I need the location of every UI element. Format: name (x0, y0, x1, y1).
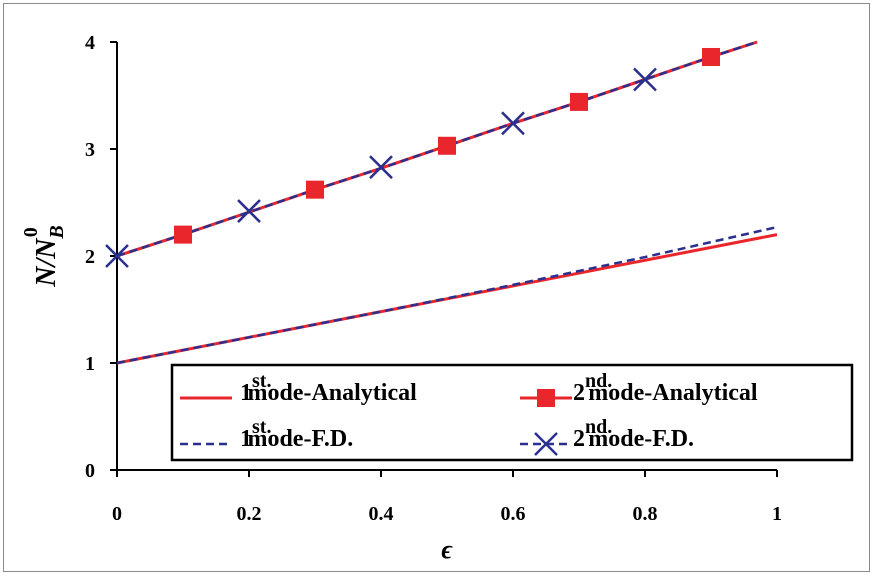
legend-x-marker-b (534, 432, 558, 456)
legend-label-text: mode-F.D. (588, 426, 694, 452)
y-tick-label: 2 (85, 246, 95, 268)
legend-box (170, 363, 854, 462)
series-4-line (116, 40, 758, 258)
legend-label-text: mode-F.D. (247, 426, 353, 452)
legend-label-number: 1 (240, 426, 252, 452)
legend-label-text: mode-Analytical (588, 380, 758, 406)
y-tick-label: 4 (85, 32, 95, 54)
series-4-x-marker (501, 111, 525, 136)
x-tick-label: 1 (772, 503, 782, 525)
legend-label-superscript: nd. (585, 416, 612, 438)
series-2-line (116, 225, 778, 365)
series-3-square-marker (570, 92, 588, 111)
legend-label-number: 1 (240, 380, 252, 406)
series-4-x-marker (633, 67, 657, 92)
legend-label-number: 2 (573, 426, 585, 452)
x-axis-title: ϵ (441, 535, 453, 564)
legend-item-4: 2nd.mode-F.D. (520, 416, 694, 456)
y-axis-title-sub: B (46, 225, 68, 239)
legend: 1st.mode-Analytical 2nd.mode-Analytical1s… (170, 363, 854, 462)
legend-label: 2nd.mode-F.D. (573, 416, 694, 452)
x-tick-label: 0.2 (237, 503, 262, 525)
series-4-x-marker (237, 199, 261, 223)
y-axis-title-base: N/N (31, 237, 62, 288)
series-4-x-marker (369, 155, 393, 180)
y-axis-title-text: N/NB0 (20, 225, 68, 288)
figure-frame (3, 3, 870, 572)
legend-label-superscript: st. (252, 416, 271, 438)
legend-item-1: 1st.mode-Analytical (180, 370, 417, 406)
series-1-line (116, 233, 778, 365)
x-tick-label: 0.6 (501, 503, 526, 525)
legend-label-superscript: nd. (585, 370, 612, 392)
y-axis-title-sup: 0 (20, 227, 42, 237)
series-3-square-marker (306, 180, 324, 199)
series-3-square-marker (438, 136, 456, 155)
legend-square-marker (537, 389, 555, 407)
y-tick-label: 3 (85, 139, 95, 161)
series-3-square-marker (174, 225, 192, 244)
y-axis-title: N/NB0 (20, 225, 68, 288)
x-tick-label: 0.4 (369, 503, 394, 525)
x-tick-label: 0.8 (633, 503, 658, 525)
series-4-x-marker (105, 244, 129, 268)
y-tick-label: 1 (85, 353, 95, 375)
series-3-square-marker (702, 47, 720, 66)
legend-item-2: 1st.mode-F.D. (180, 416, 353, 452)
series-layer (105, 40, 778, 365)
legend-item-3: 2nd.mode-Analytical (520, 370, 758, 407)
legend-label: 1st.mode-Analytical (240, 370, 417, 406)
legend-label: 2nd.mode-Analytical (573, 370, 758, 406)
y-tick-label: 0 (85, 460, 95, 482)
legend-label-number: 2 (573, 380, 585, 406)
x-tick-label: 0 (112, 503, 122, 525)
legend-label-text: mode-Analytical (247, 380, 417, 406)
legend-label: 1st.mode-F.D. (240, 416, 353, 452)
legend-label-superscript: st. (252, 370, 271, 392)
